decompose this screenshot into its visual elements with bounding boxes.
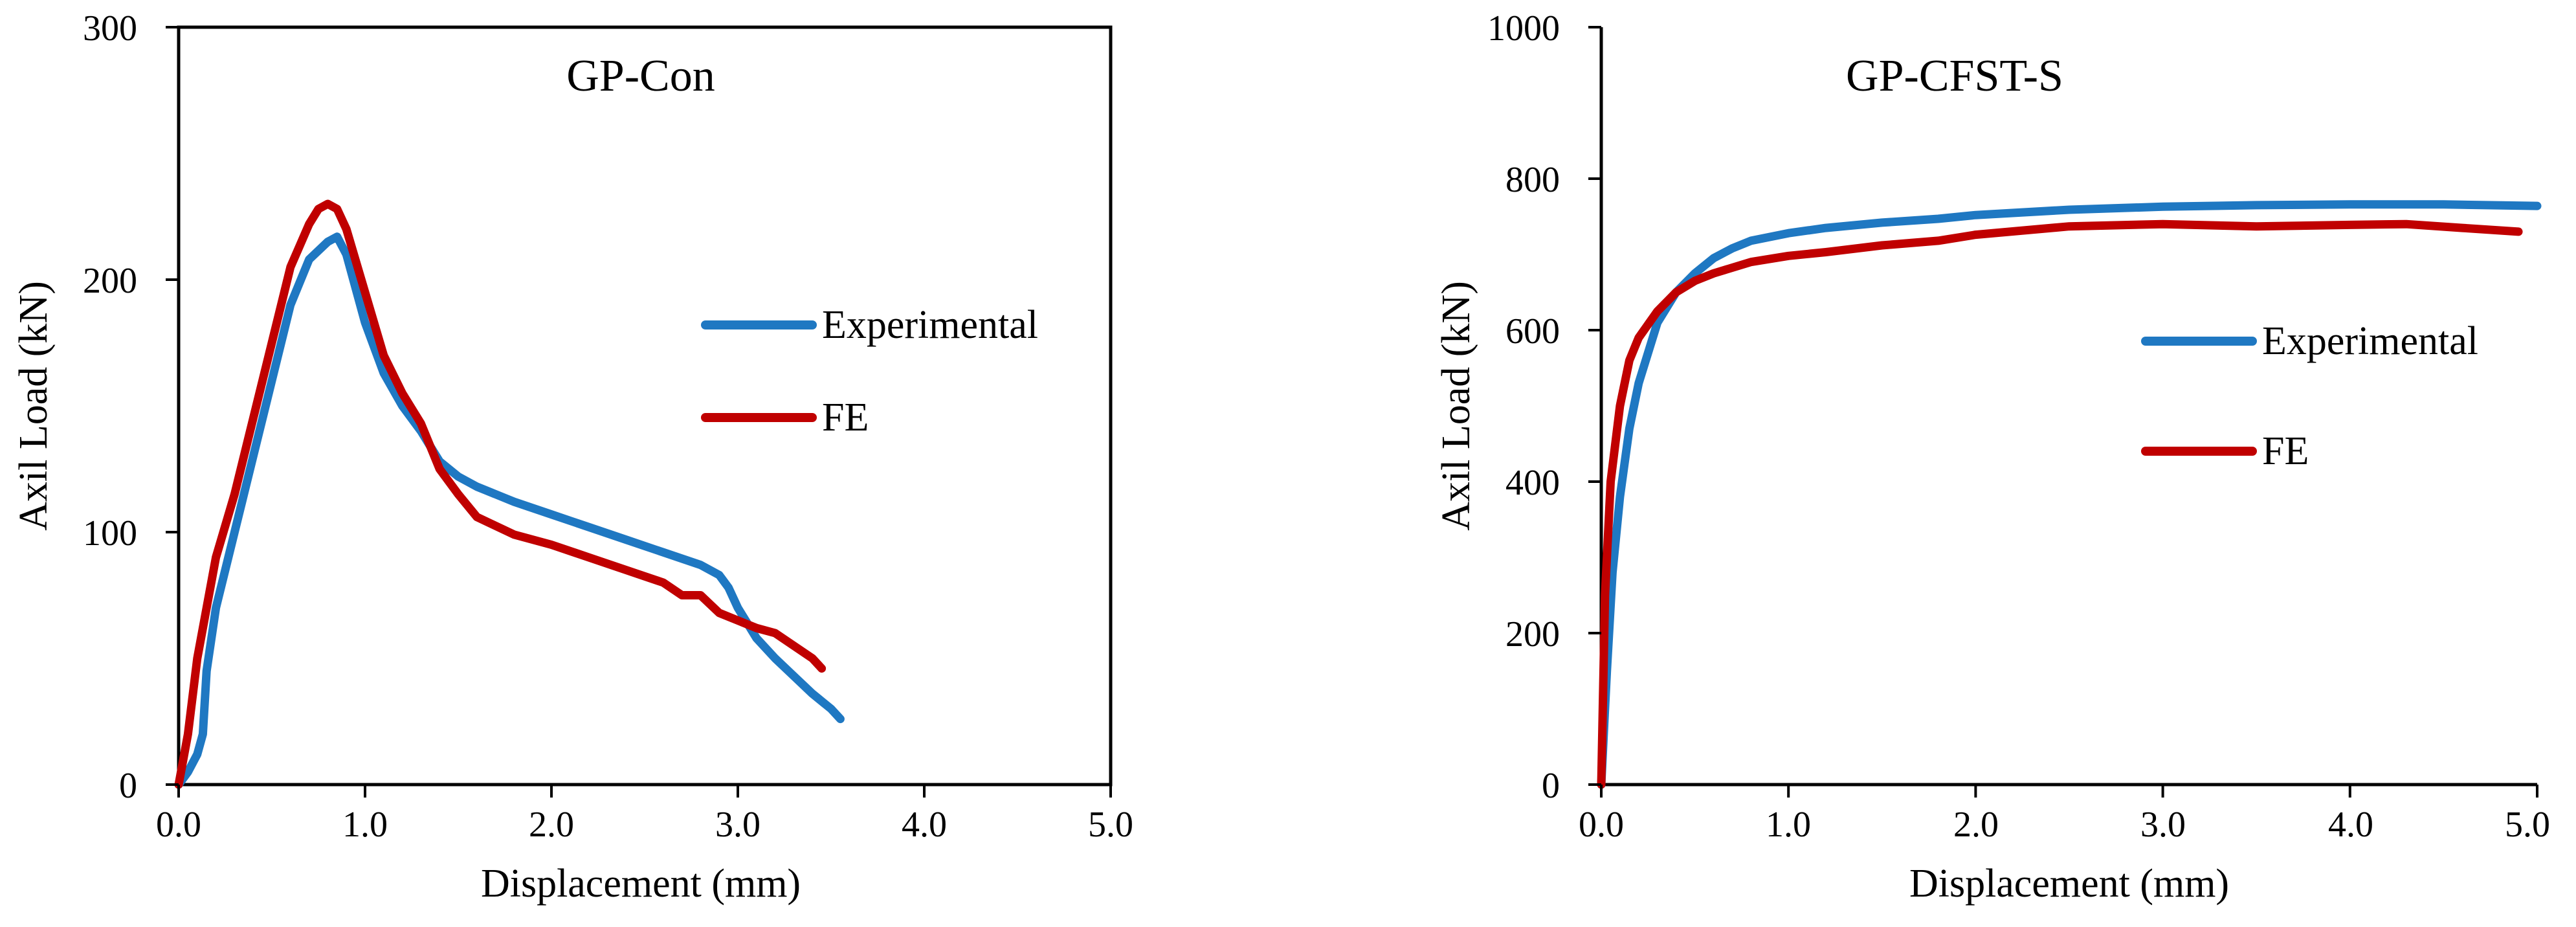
y-tick-label: 0	[119, 766, 137, 806]
x-axis-title: Displacement (mm)	[481, 862, 801, 906]
series-group	[174, 199, 845, 789]
chart-title: GP-CFST-S	[1846, 51, 2063, 101]
y-tick-label: 400	[1505, 463, 1560, 503]
series-line-experimental	[1597, 200, 2542, 789]
y-tick-label: 100	[83, 513, 137, 553]
x-tick-label: 1.0	[1766, 805, 1811, 845]
x-tick-label: 4.0	[902, 805, 947, 845]
x-tick-label: 5.0	[2505, 805, 2550, 845]
x-tick-label: 3.0	[715, 805, 761, 845]
y-tick-label: 600	[1505, 311, 1560, 352]
series-line-fe	[174, 199, 827, 789]
legend-label-fe: FE	[822, 396, 869, 440]
y-tick-label: 1000	[1487, 8, 1560, 49]
y-axis-title: Axil Load (kN)	[12, 281, 56, 531]
y-tick-label: 0	[1542, 766, 1560, 806]
series-group	[1597, 200, 2542, 789]
legend-label-fe: FE	[2262, 429, 2309, 473]
series-line-fe	[1597, 219, 2523, 789]
x-tick-label: 5.0	[1088, 805, 1133, 845]
y-tick-label: 200	[1505, 614, 1560, 654]
x-tick-label: 2.0	[1953, 805, 1999, 845]
x-tick-label: 3.0	[2140, 805, 2186, 845]
tick-group	[166, 26, 1112, 798]
x-axis-title: Displacement (mm)	[1909, 862, 2229, 906]
plot-area-frame	[177, 25, 1113, 787]
x-tick-label: 4.0	[2328, 805, 2373, 845]
x-tick-label: 2.0	[529, 805, 574, 845]
legend-label-experimental: Experimental	[2262, 319, 2478, 363]
x-tick-label: 0.0	[156, 805, 201, 845]
chart-gp-cfst-s: GP-CFST-S 0.0 1.0 2.0 3.0 4.0 5.0 0 200 …	[1434, 8, 2550, 906]
legend-label-experimental: Experimental	[822, 303, 1038, 347]
y-axis-title: Axil Load (kN)	[1434, 281, 1478, 531]
x-tick-label: 0.0	[1579, 805, 1624, 845]
y-tick-label: 300	[83, 8, 137, 49]
x-tick-label: 1.0	[342, 805, 388, 845]
chart-title: GP-Con	[566, 51, 715, 101]
y-tick-label: 200	[83, 261, 137, 301]
chart-gp-con: GP-Con 0.0 1.0 2.0 3.0 4.0 5.0 0 100 200…	[12, 8, 1133, 906]
y-tick-label: 800	[1505, 160, 1560, 200]
tick-group	[1588, 26, 2538, 798]
